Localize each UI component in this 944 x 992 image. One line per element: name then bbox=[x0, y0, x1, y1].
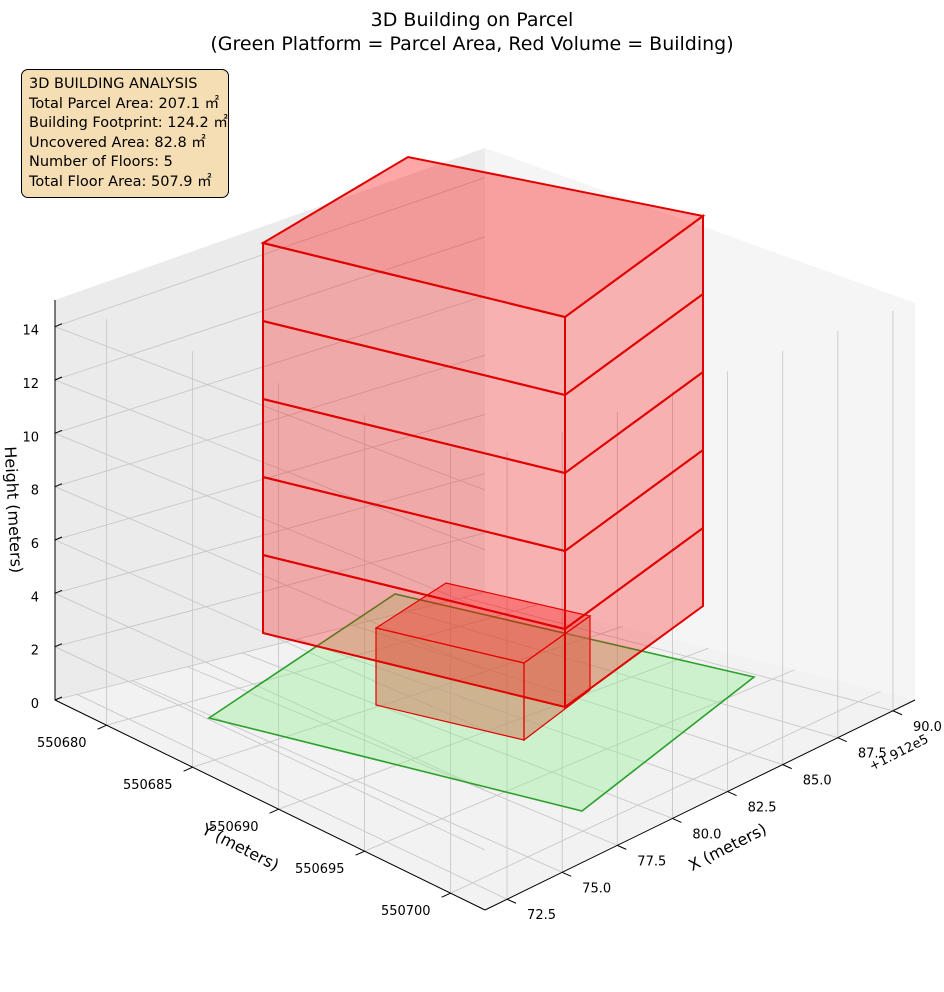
x-gridline-floor bbox=[76, 694, 508, 900]
y-tick-label: 550695 bbox=[295, 862, 345, 877]
x-gridline-floor bbox=[407, 610, 838, 739]
x-tick-mark bbox=[672, 818, 682, 823]
z-tick-mark bbox=[54, 696, 63, 701]
info-floors: Number of Floors: 5 bbox=[29, 154, 173, 170]
z-axis-label: Height (meters) bbox=[1, 446, 27, 574]
annex-side bbox=[523, 614, 591, 742]
z-tick-mark bbox=[54, 323, 63, 328]
y-tick-mark bbox=[269, 808, 279, 814]
x-tick-label: 80.0 bbox=[692, 827, 721, 842]
info-parcel-area: Total Parcel Area: 207.1 ㎡ bbox=[29, 95, 220, 112]
y-tick-mark bbox=[355, 850, 365, 856]
z-tick-label: 6 bbox=[31, 537, 39, 552]
right-back-pane bbox=[485, 148, 915, 700]
info-floor-area: Total Floor Area: 507.9 ㎡ bbox=[29, 173, 212, 190]
floor-pane bbox=[55, 592, 915, 910]
z-tick-label: 8 bbox=[31, 484, 39, 499]
x-tick-mark bbox=[617, 844, 627, 850]
y-gridline-floor bbox=[364, 669, 795, 852]
chart-title: 3D Building on Parcel bbox=[371, 9, 574, 31]
z-tick-mark bbox=[54, 589, 63, 594]
x-gridline-floor bbox=[131, 680, 563, 873]
x-tick-mark bbox=[892, 710, 903, 716]
x-gridline-floor bbox=[242, 652, 673, 819]
y-tick-label: 550700 bbox=[381, 904, 431, 919]
z-tick-label: 12 bbox=[22, 377, 39, 392]
z-tick-label: 10 bbox=[22, 430, 39, 445]
x-tick-label: 87.5 bbox=[858, 747, 887, 762]
x-gridline-floor bbox=[187, 666, 618, 846]
x-tick-mark bbox=[506, 898, 517, 904]
left-back-pane bbox=[55, 148, 485, 700]
z-tick-mark bbox=[54, 376, 63, 381]
x-axis-line bbox=[484, 699, 916, 911]
y-gridline-floor bbox=[450, 690, 881, 894]
info-heading: 3D BUILDING ANALYSIS bbox=[29, 76, 198, 92]
axis-panes bbox=[55, 148, 915, 910]
info-uncovered: Uncovered Area: 82.8 ㎡ bbox=[29, 134, 206, 151]
x-tick-label: 82.5 bbox=[748, 801, 777, 816]
x-tick-label: 75.0 bbox=[582, 881, 611, 896]
y-axis-line bbox=[54, 699, 486, 911]
chart-subtitle: (Green Platform = Parcel Area, Red Volum… bbox=[210, 33, 733, 55]
x-tick-label: 85.0 bbox=[803, 774, 832, 789]
info-footprint: Building Footprint: 124.2 ㎡ bbox=[29, 115, 228, 131]
building-analysis-box: 3D BUILDING ANALYSIS Total Parcel Area: … bbox=[21, 69, 229, 198]
y-tick-mark bbox=[97, 724, 107, 730]
axis-lines bbox=[54, 300, 916, 911]
building-volume bbox=[260, 155, 706, 742]
y-tick-mark bbox=[441, 892, 451, 898]
x-tick-mark bbox=[727, 791, 737, 796]
x-tick-mark bbox=[837, 737, 848, 743]
z-tick-label: 2 bbox=[31, 644, 39, 659]
y-tick-label: 550685 bbox=[123, 778, 173, 793]
z-tick-label: 14 bbox=[22, 324, 39, 339]
y-tick-label: 550690 bbox=[209, 820, 259, 835]
z-tick-label: 0 bbox=[31, 697, 39, 712]
y-tick-label: 550680 bbox=[37, 736, 87, 751]
z-tick-mark bbox=[54, 643, 63, 648]
z-tick-mark bbox=[54, 536, 63, 541]
x-tick-label: 72.5 bbox=[527, 908, 556, 923]
y-tick-mark bbox=[183, 766, 193, 772]
x-tick-label: 77.5 bbox=[637, 854, 666, 869]
z-tick-mark bbox=[54, 429, 63, 434]
x-tick-mark bbox=[782, 764, 792, 770]
tick-labels: 72.5 75.0 77.5 80.0 82.5 85.0 87.5 90.0 550680 55… bbox=[22, 323, 942, 923]
roof-face bbox=[260, 155, 706, 319]
z-tick-label: 4 bbox=[31, 590, 39, 605]
x-gridline-floor bbox=[462, 597, 894, 712]
z-tick-mark bbox=[54, 483, 63, 488]
x-tick-label: 90.0 bbox=[913, 720, 942, 735]
x-tick-mark bbox=[561, 871, 572, 877]
